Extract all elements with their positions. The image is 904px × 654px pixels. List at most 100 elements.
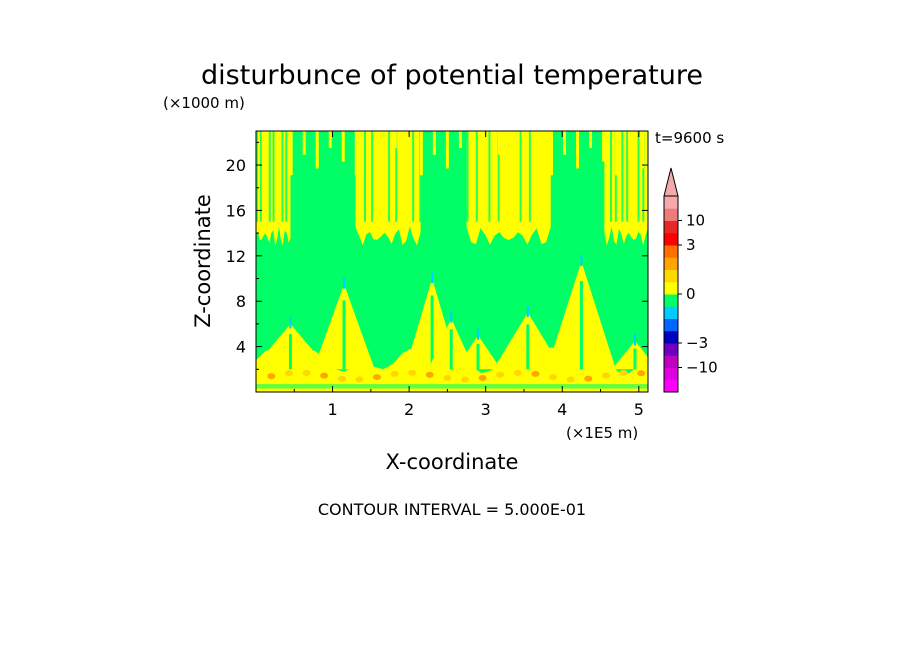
plume-core [579,281,583,370]
warm-streak [432,131,436,155]
cold-streak [626,131,629,222]
y-axis: 4 8 12 16 20 [226,141,648,370]
warm-streak [484,131,488,176]
surface-band [256,384,648,389]
warm-spot [372,374,381,381]
colorbar-level [664,232,678,246]
warm-streak [628,131,632,155]
warm-streak [445,131,449,169]
cold-streak [621,131,624,222]
y-tick-label: 20 [226,156,246,175]
plume-core [449,329,453,370]
warm-plume [612,340,648,370]
warm-streak [497,131,501,155]
y-unit-label: (×1000 m) [163,94,245,112]
warm-streak [523,131,527,149]
warm-streak [471,131,475,162]
warm-streak [576,131,580,169]
warm-streak [602,131,606,162]
x-unit-label: (×1E5 m) [566,424,638,442]
plume-tip [477,328,480,340]
colorbar-level [664,245,678,258]
warm-spot [425,371,434,378]
warm-spot [513,369,522,376]
warm-spot [355,376,364,383]
warm-spot [408,369,417,376]
y-tick-label: 8 [236,292,246,311]
colorbar-level [664,208,678,221]
warm-spot [320,372,329,379]
warm-streak [393,131,397,149]
plume-tip [580,254,583,267]
warm-streak [263,131,267,149]
cold-streak [528,131,531,222]
colorbar-level [664,367,678,381]
plume-tip [450,311,453,323]
cold-streak [610,131,613,222]
y-tick-label: 16 [226,201,246,220]
colorbar-level [664,306,678,319]
time-label: t=9600 s [655,129,724,147]
cold-streak [412,131,415,222]
warm-plume [256,323,329,370]
plot-area [255,130,649,393]
warm-spot [337,375,346,382]
cold-streak [259,131,262,222]
x-tick-label: 2 [404,400,414,419]
cold-streak [272,131,275,222]
plume-core [288,334,292,370]
warm-streak [510,131,514,169]
warm-spot [549,374,558,381]
colorbar-tick-label: 10 [686,212,705,230]
warm-streak [380,131,384,169]
x-tick-label: 4 [557,400,567,419]
cold-streak [488,131,491,222]
plume-core [526,324,530,370]
warm-streak [289,131,293,176]
warm-streak [276,131,280,162]
cold-streak [519,131,522,222]
warm-spot [302,370,311,377]
warm-spot [478,374,487,381]
cold-streak [395,131,398,222]
warm-streak [341,131,345,162]
colorbar-level [664,281,678,295]
cold-streak [642,131,645,222]
plume-tip [633,334,636,346]
warm-spot [390,370,399,377]
plot-frame [255,130,649,393]
warm-streak [641,131,645,169]
plume-tip [343,277,346,289]
cold-streak [268,131,271,222]
warm-spot [637,370,646,377]
warm-streak [406,131,410,162]
colorbar-tick-label: −3 [686,334,708,352]
colorbar-tick-label: 3 [686,236,696,254]
y-axis-title: Z-coordinate [191,194,215,328]
warm-streak [550,131,553,176]
x-axis: 1 2 3 4 5 [293,131,644,419]
warm-spot [284,370,293,377]
warm-streak [615,131,619,176]
warm-spot [601,372,610,379]
warm-streak [563,131,567,155]
plume-core [342,300,346,370]
warm-streak [328,131,332,149]
colorbar-level [664,257,678,270]
warm-streak [302,131,306,155]
colorbar-level [664,355,678,368]
warm-streak [367,131,371,155]
colorbar-tick-label: 0 [686,285,696,303]
warm-spot [443,374,452,381]
colorbar-level [664,379,678,393]
cold-streak [475,131,478,222]
warm-streak [589,131,593,149]
colorbar-level [664,196,678,209]
cold-streak [419,131,422,222]
cold-streak [285,131,288,222]
warm-spot [566,376,575,383]
colorbar-level [664,220,678,234]
x-tick-label: 5 [634,400,644,419]
colorbar-level [664,318,678,332]
